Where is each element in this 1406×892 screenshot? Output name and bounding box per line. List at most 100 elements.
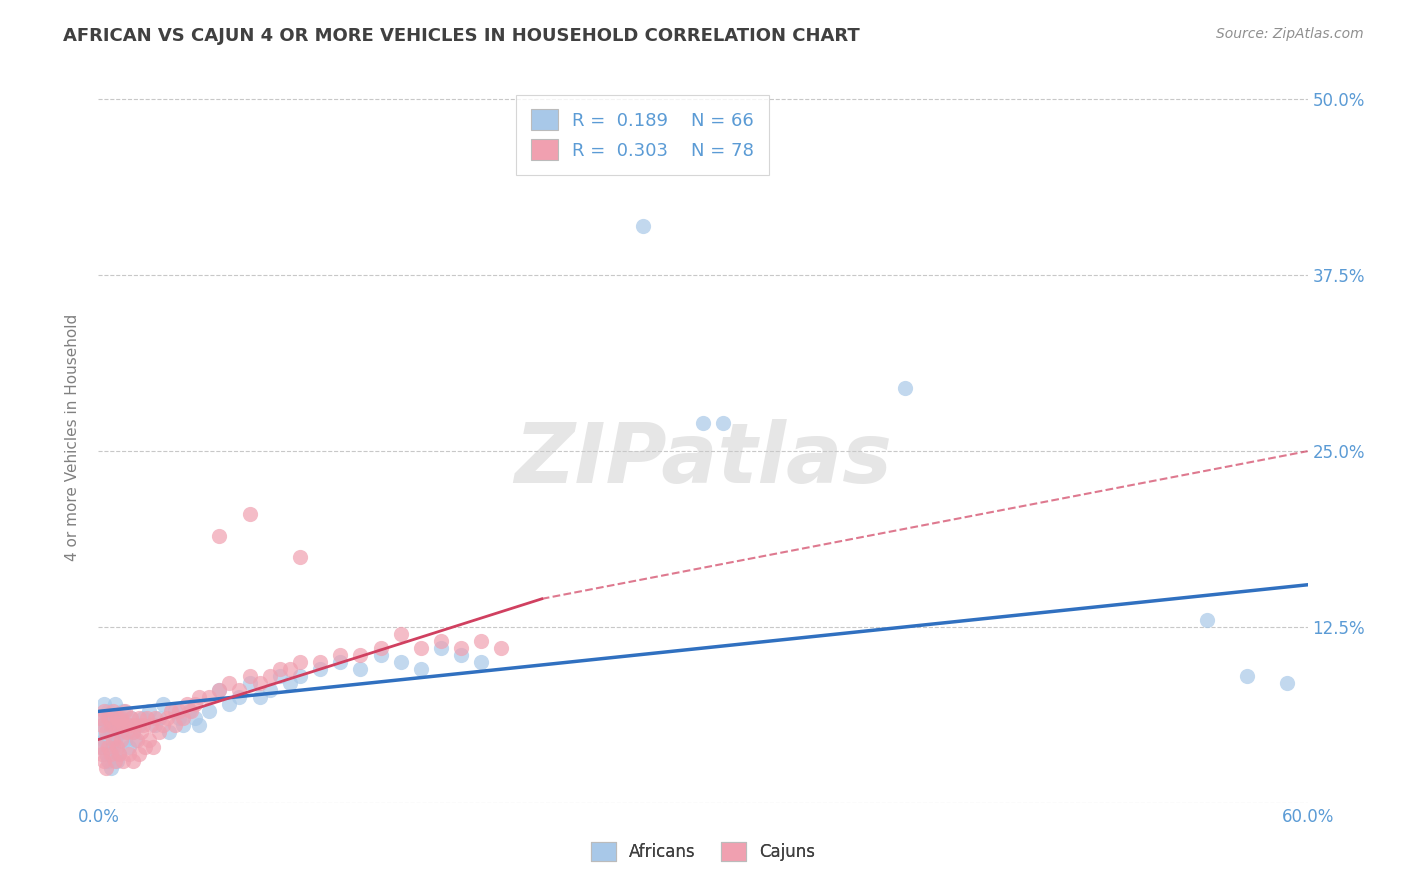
Point (259, 669, 281, 683)
Point (167, 711, 190, 725)
Point (259, 683, 281, 698)
Point (129, 725, 152, 739)
Point (184, 698, 207, 712)
Point (93, 705, 115, 719)
Point (370, 648, 392, 662)
Point (96, 725, 118, 739)
Point (100, 747, 122, 761)
Point (228, 683, 250, 698)
Point (239, 508, 262, 522)
Point (93, 732, 115, 747)
Point (125, 732, 148, 747)
Point (93, 754, 115, 768)
Point (249, 690, 271, 705)
Point (96, 761, 118, 775)
Point (409, 662, 432, 676)
Point (101, 705, 124, 719)
Point (184, 711, 207, 725)
Point (163, 718, 186, 732)
Point (152, 698, 174, 712)
Point (172, 711, 194, 725)
Point (1195, 613, 1218, 627)
Point (124, 732, 146, 747)
Point (107, 711, 129, 725)
Point (143, 718, 166, 732)
Point (91, 739, 114, 754)
Point (198, 705, 221, 719)
Text: ZIPatlas: ZIPatlas (515, 418, 891, 500)
Point (100, 761, 122, 775)
Point (118, 718, 141, 732)
Point (103, 732, 125, 747)
Point (148, 725, 170, 739)
Point (91, 747, 114, 761)
Point (96, 747, 118, 761)
Legend: Africans, Cajuns: Africans, Cajuns (583, 835, 823, 868)
Point (128, 718, 150, 732)
Point (349, 648, 371, 662)
Point (470, 655, 492, 669)
Point (179, 705, 201, 719)
Point (100, 725, 122, 739)
Point (167, 705, 190, 719)
Point (176, 698, 198, 712)
Point (121, 754, 143, 768)
Point (114, 705, 136, 719)
Point (96, 718, 118, 732)
Point (93, 698, 115, 712)
Point (128, 747, 150, 761)
Point (89, 739, 111, 754)
Point (208, 683, 231, 698)
Point (103, 698, 125, 712)
Point (692, 416, 714, 430)
Point (97, 705, 120, 719)
Point (121, 725, 143, 739)
Text: AFRICAN VS CAJUN 4 OR MORE VEHICLES IN HOUSEHOLD CORRELATION CHART: AFRICAN VS CAJUN 4 OR MORE VEHICLES IN H… (63, 27, 860, 45)
Point (138, 732, 160, 747)
Point (269, 669, 291, 683)
Point (370, 641, 392, 656)
Point (103, 754, 125, 768)
Point (288, 655, 311, 669)
Point (329, 655, 352, 669)
Point (101, 739, 124, 754)
Point (218, 698, 240, 712)
Point (105, 739, 128, 754)
Point (107, 718, 129, 732)
Point (329, 648, 352, 662)
Point (111, 718, 134, 732)
Point (111, 705, 134, 719)
Point (121, 725, 143, 739)
Point (409, 641, 432, 656)
Point (450, 648, 472, 662)
Point (218, 676, 240, 690)
Point (156, 711, 179, 725)
Point (239, 676, 262, 690)
Point (148, 711, 170, 725)
Point (91, 725, 114, 739)
Point (389, 627, 412, 641)
Point (228, 690, 250, 705)
Point (97, 754, 120, 768)
Point (120, 711, 142, 725)
Point (491, 641, 513, 656)
Point (107, 747, 129, 761)
Point (157, 725, 180, 739)
Point (450, 641, 472, 656)
Point (138, 705, 160, 719)
Point (101, 711, 124, 725)
Y-axis label: 4 or more Vehicles in Household: 4 or more Vehicles in Household (65, 313, 80, 561)
Point (115, 718, 138, 732)
Point (120, 711, 142, 725)
Point (198, 690, 221, 705)
Point (152, 718, 174, 732)
Point (1277, 676, 1299, 690)
Point (110, 711, 132, 725)
Point (115, 725, 138, 739)
Point (132, 718, 155, 732)
Point (103, 718, 125, 732)
Point (105, 718, 128, 732)
Point (278, 676, 301, 690)
Point (163, 705, 186, 719)
Point (470, 634, 492, 648)
